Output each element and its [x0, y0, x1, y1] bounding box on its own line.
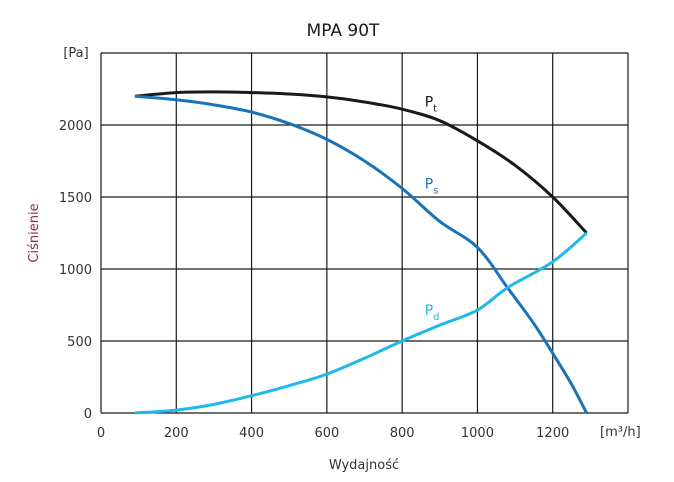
y-tick-label: 2000 — [59, 119, 92, 134]
series-line-pt — [134, 90, 588, 235]
x-tick-label: 600 — [314, 426, 339, 441]
x-tick-label: 1000 — [461, 426, 494, 441]
series-line-pd — [134, 231, 588, 415]
series-line-ps — [134, 94, 588, 414]
grid — [100, 52, 629, 414]
x-tick-label: 800 — [390, 426, 415, 441]
y-ticks: 0 500 1000 1500 2000 — [59, 119, 92, 422]
y-tick-label: 1000 — [59, 263, 92, 278]
y-unit-label: [Pa] — [63, 46, 88, 61]
series-label-pd: Pd — [425, 303, 440, 323]
y-axis-label: Ciśnienie — [27, 203, 42, 262]
x-ticks: 0 200 400 600 800 1000 1200 — [97, 426, 569, 441]
x-tick-label: 0 — [97, 426, 105, 441]
x-tick-label: 200 — [164, 426, 189, 441]
x-axis-label: Wydajność — [329, 458, 399, 473]
y-tick-label: 1500 — [59, 191, 92, 206]
y-tick-label: 0 — [84, 407, 92, 422]
series-label-ps: Ps — [425, 176, 439, 196]
x-tick-label: 1200 — [536, 426, 569, 441]
x-tick-label: 400 — [239, 426, 264, 441]
series: Pt Ps Pd — [134, 90, 588, 415]
series-label-pt: Pt — [425, 94, 437, 114]
x-unit-label: [m³/h] — [600, 425, 641, 440]
y-tick-label: 500 — [67, 335, 92, 350]
chart-title: MPA 90T — [307, 21, 380, 41]
